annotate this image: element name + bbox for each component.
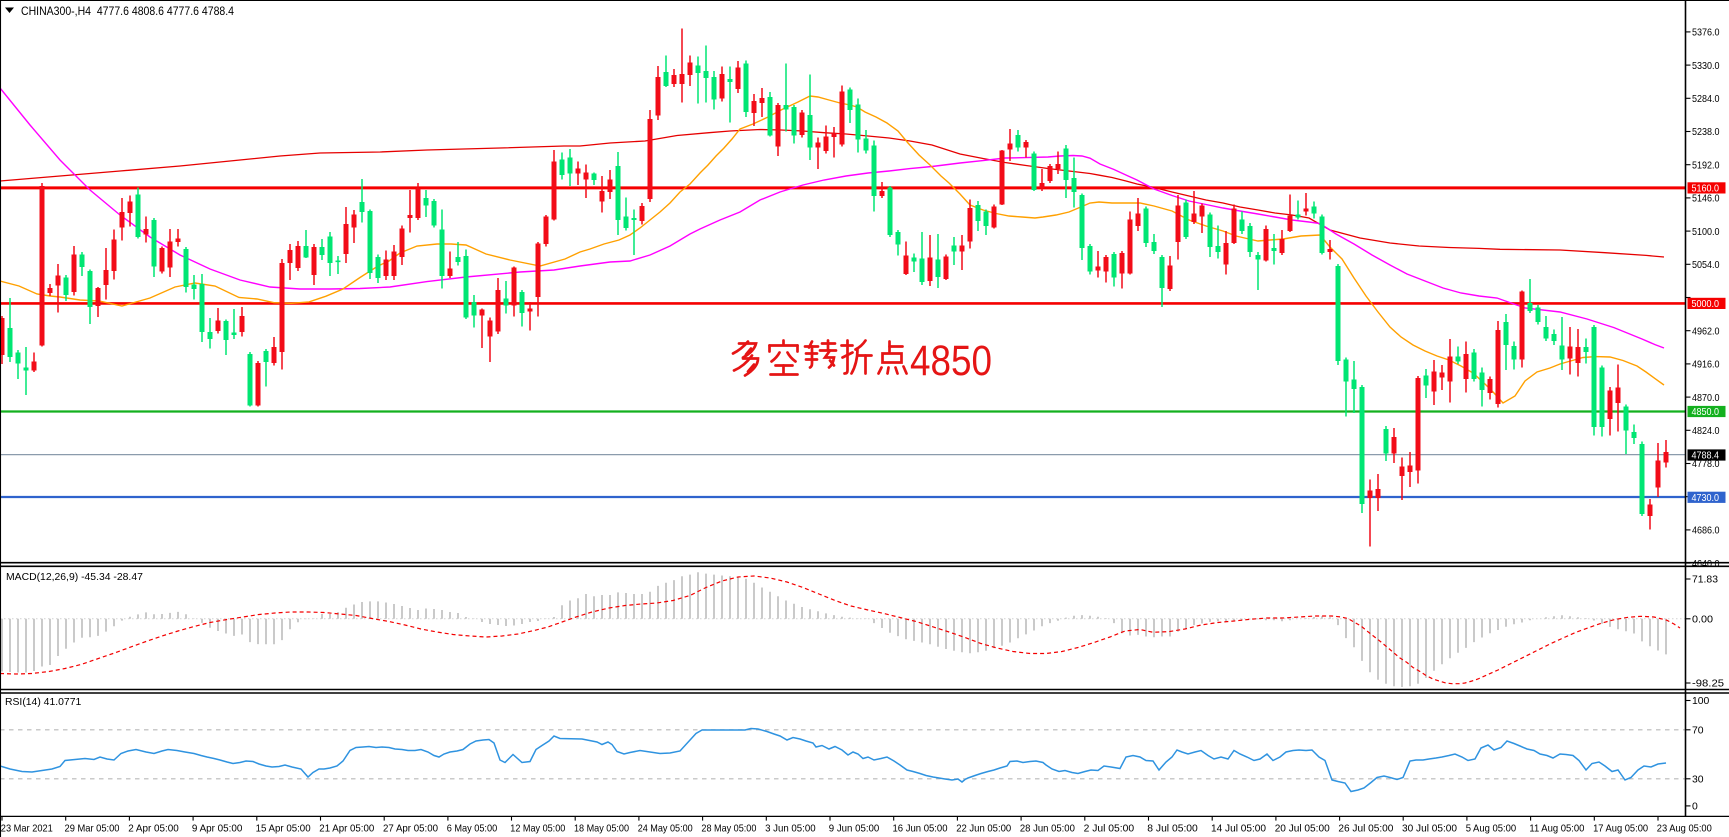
svg-text:4850.0: 4850.0 [1692,407,1720,418]
svg-text:8 Jul 05:00: 8 Jul 05:00 [1147,824,1198,835]
svg-text:9 Apr 05:00: 9 Apr 05:00 [192,824,243,835]
svg-text:5330.0: 5330.0 [1692,61,1720,72]
svg-text:22 Jun 05:00: 22 Jun 05:00 [956,824,1011,835]
svg-text:4730.0: 4730.0 [1692,493,1720,504]
svg-text:20 Jul 05:00: 20 Jul 05:00 [1275,824,1330,835]
svg-text:5 Aug 05:00: 5 Aug 05:00 [1466,824,1517,835]
svg-text:5054.0: 5054.0 [1692,260,1720,271]
svg-text:28 May 05:00: 28 May 05:00 [701,824,756,835]
svg-text:4686.0: 4686.0 [1692,526,1720,537]
svg-text:-98.25: -98.25 [1692,679,1724,690]
svg-text:4778.0: 4778.0 [1692,459,1720,470]
svg-text:4962.0: 4962.0 [1692,326,1720,337]
svg-text:9 Jun 05:00: 9 Jun 05:00 [829,824,880,835]
svg-text:15 Apr 05:00: 15 Apr 05:00 [256,824,311,835]
svg-text:4788.4: 4788.4 [1692,451,1720,462]
svg-text:27 Apr 05:00: 27 Apr 05:00 [383,824,438,835]
svg-text:5238.0: 5238.0 [1692,127,1720,138]
svg-text:2 Apr 05:00: 2 Apr 05:00 [128,824,179,835]
svg-text:4824.0: 4824.0 [1692,426,1720,437]
svg-text:6 May 05:00: 6 May 05:00 [447,824,498,835]
svg-text:5376.0: 5376.0 [1692,28,1720,39]
svg-text:18 May 05:00: 18 May 05:00 [574,824,629,835]
svg-text:3 Jun 05:00: 3 Jun 05:00 [765,824,816,835]
svg-text:29 Mar 05:00: 29 Mar 05:00 [65,824,120,835]
svg-text:14 Jul 05:00: 14 Jul 05:00 [1211,824,1266,835]
svg-text:2 Jul 05:00: 2 Jul 05:00 [1084,824,1135,835]
svg-text:4850: 4850 [910,337,992,385]
svg-text:0.00: 0.00 [1692,615,1713,626]
svg-text:0: 0 [1692,802,1698,813]
svg-text:5284.0: 5284.0 [1692,94,1720,105]
svg-text:4640.0: 4640.0 [1692,559,1720,570]
svg-text:5192.0: 5192.0 [1692,160,1720,171]
svg-text:16 Jun 05:00: 16 Jun 05:00 [893,824,948,835]
svg-text:5146.0: 5146.0 [1692,194,1720,205]
svg-text:MACD(12,26,9) -45.34 -28.47: MACD(12,26,9) -45.34 -28.47 [6,572,143,583]
svg-text:5160.0: 5160.0 [1692,184,1720,195]
svg-text:23 Mar 2021: 23 Mar 2021 [1,824,53,835]
svg-text:26 Jul 05:00: 26 Jul 05:00 [1338,824,1393,835]
svg-text:4916.0: 4916.0 [1692,360,1720,371]
svg-text:5100.0: 5100.0 [1692,227,1720,238]
svg-text:23 Aug 05:00: 23 Aug 05:00 [1657,824,1712,835]
svg-text:5000.0: 5000.0 [1692,299,1720,310]
svg-text:30: 30 [1692,775,1704,786]
svg-text:30 Jul 05:00: 30 Jul 05:00 [1402,824,1457,835]
svg-text:4870.0: 4870.0 [1692,393,1720,404]
svg-text:70: 70 [1692,726,1704,737]
svg-text:21 Apr 05:00: 21 Apr 05:00 [319,824,374,835]
svg-text:17 Aug 05:00: 17 Aug 05:00 [1593,824,1648,835]
svg-text:RSI(14) 41.0771: RSI(14) 41.0771 [5,697,81,708]
svg-text:12 May 05:00: 12 May 05:00 [510,824,565,835]
svg-text:28 Jun 05:00: 28 Jun 05:00 [1020,824,1075,835]
svg-text:11 Aug 05:00: 11 Aug 05:00 [1529,824,1584,835]
svg-text:CHINA300-,H4 4777.6 4808.6 47: CHINA300-,H4 4777.6 4808.6 4777.6 4788.4 [21,4,234,18]
svg-text:71.83: 71.83 [1692,575,1718,586]
svg-text:100: 100 [1692,696,1710,707]
svg-text:24 May 05:00: 24 May 05:00 [638,824,693,835]
